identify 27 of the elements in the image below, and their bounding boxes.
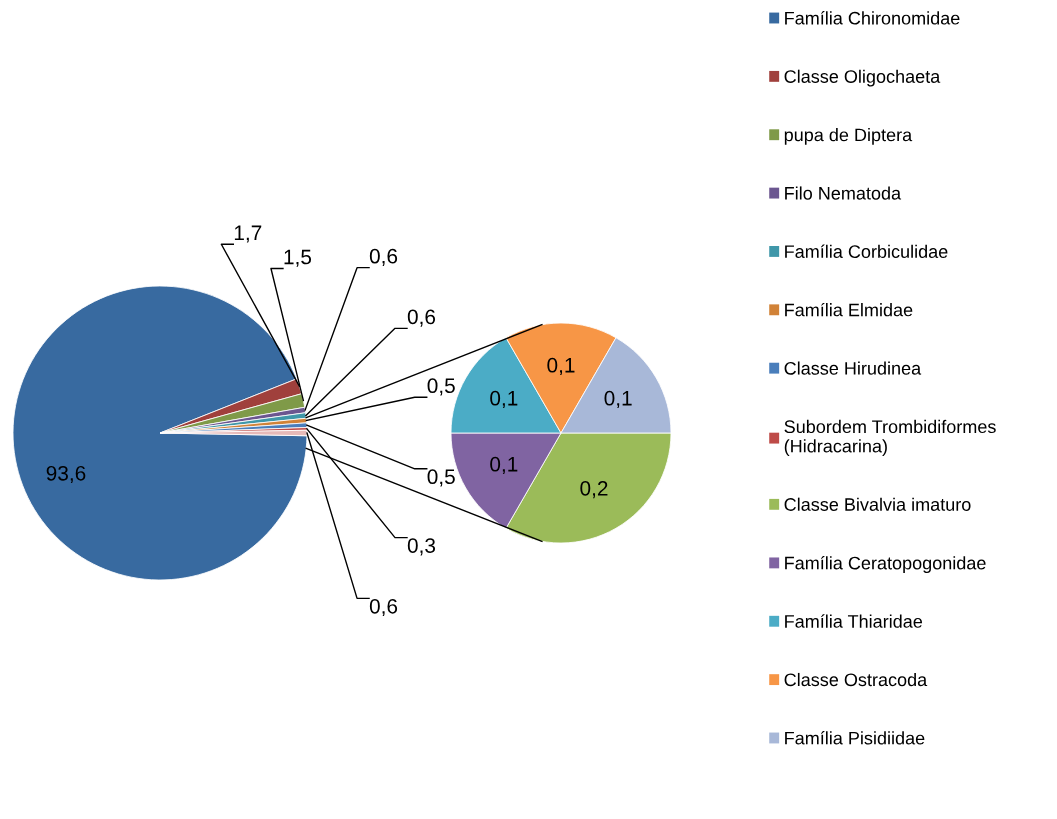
- data-label: 0,1: [490, 456, 518, 475]
- legend-label: Subordem Trombidiformes (Hidracarina): [784, 419, 996, 457]
- data-label: 0,2: [580, 481, 608, 499]
- legend-label: Família Ceratopogonidae: [785, 556, 986, 574]
- legend-label: Classe Bivalvia imaturo: [784, 497, 971, 511]
- legend-label: Família Thiaridae: [785, 614, 923, 628]
- data-label: 93,6: [46, 465, 86, 484]
- data-label: 0,6: [407, 309, 436, 327]
- legend-label: Família Elmidae: [785, 302, 913, 317]
- legend-label: Classe Oligochaeta: [784, 69, 941, 87]
- data-label: 0,1: [604, 390, 632, 409]
- legend-label: Classe Hirudinea: [784, 361, 922, 375]
- data-label: 0,5: [427, 378, 455, 396]
- legend-label: Família Chironomidae: [785, 11, 960, 25]
- legend-label: pupa de Diptera: [784, 128, 913, 145]
- data-label: 1,7: [234, 225, 262, 243]
- data-label: 0,1: [547, 357, 575, 376]
- data-label: 0,1: [490, 390, 518, 409]
- data-label: 0,3: [407, 538, 436, 556]
- data-label: 1,5: [284, 249, 312, 267]
- legend-label: Família Corbiculidae: [785, 244, 948, 259]
- legend-label: Classe Ostracoda: [784, 672, 928, 687]
- legend-label: Família Pisidiidae: [785, 731, 925, 745]
- data-label: 0,6: [369, 598, 398, 617]
- data-label: 0,6: [369, 248, 398, 266]
- legend-label: Filo Nematoda: [785, 186, 902, 200]
- data-label: 0,5: [427, 469, 455, 487]
